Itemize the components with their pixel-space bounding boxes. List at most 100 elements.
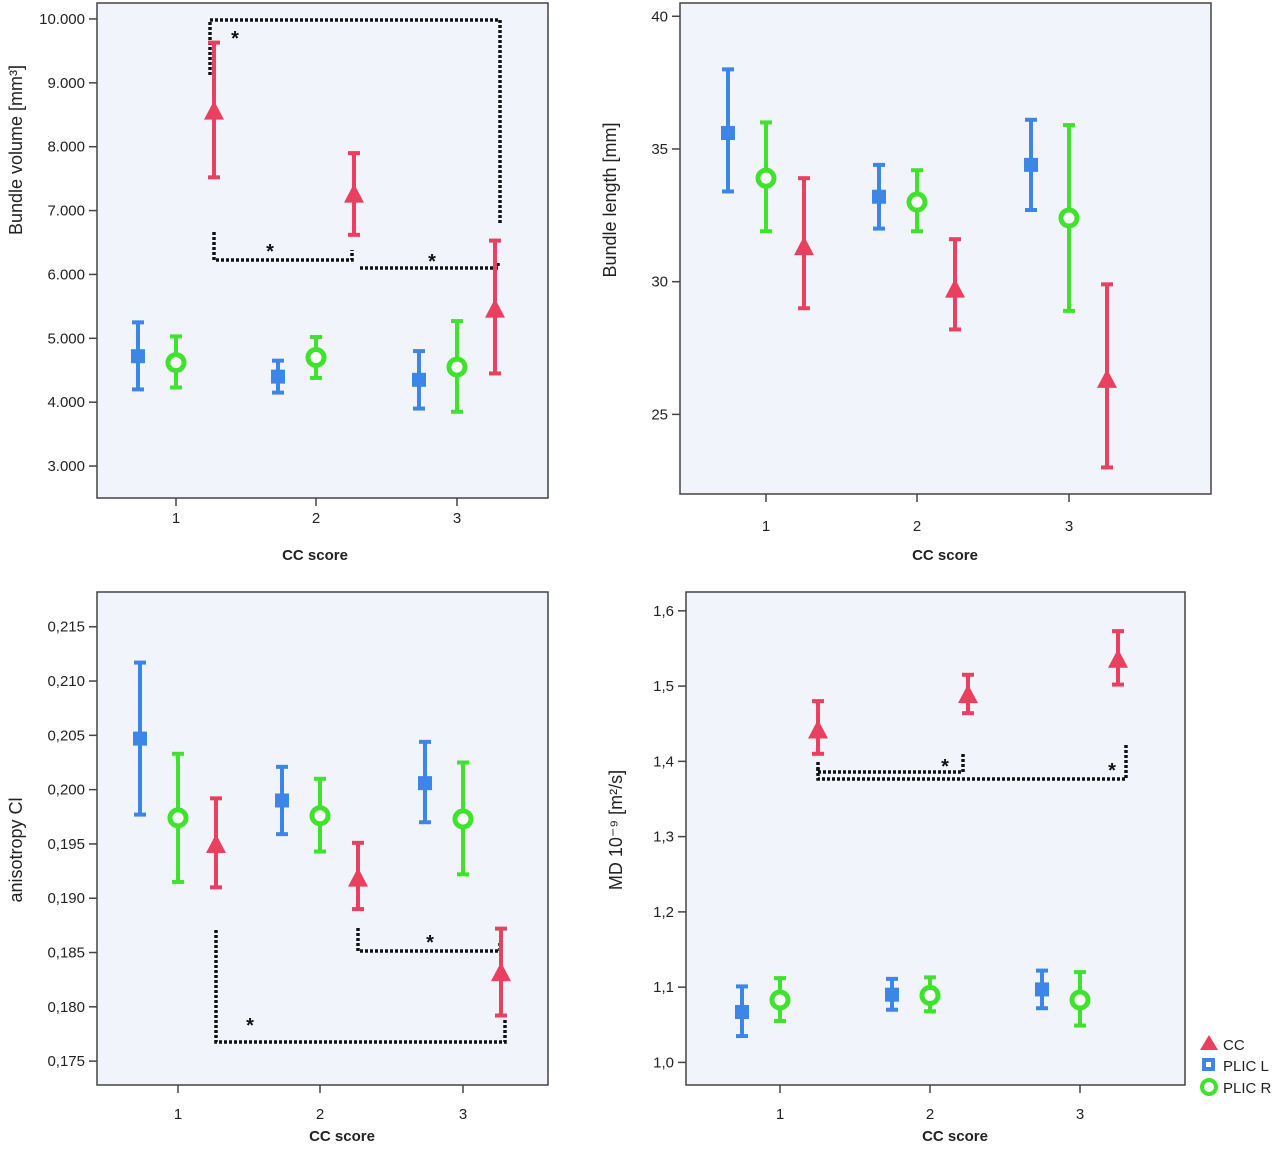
data-point-cc <box>958 684 978 704</box>
y-tick-label: 8.000 <box>47 139 85 156</box>
x-axis-title: CC score <box>282 547 348 564</box>
x-tick-label: 1 <box>762 518 770 535</box>
legend: CC PLIC L PLIC R <box>1200 1035 1272 1097</box>
data-point-plic-r <box>1069 989 1091 1011</box>
plot-area <box>679 2 1212 495</box>
y-axis-title: Bundle length [mm] <box>600 122 620 277</box>
legend-marker-plic-r <box>1200 1078 1218 1096</box>
significance-bracket <box>816 743 1128 781</box>
y-tick-label: 1,0 <box>653 1054 674 1071</box>
y-tick-label: 35 <box>651 141 668 158</box>
data-point-plic-r <box>906 191 928 213</box>
significance-star: * <box>246 1015 254 1037</box>
y-tick-label: 1,3 <box>653 829 674 846</box>
x-tick-label: 3 <box>453 510 461 527</box>
data-point-plic-l <box>418 776 432 791</box>
series-cc <box>794 176 1117 470</box>
series-plic-l <box>721 67 1038 231</box>
data-point-plic-r <box>309 805 331 827</box>
x-tick-label: 1 <box>174 1106 182 1123</box>
y-tick-label: 7.000 <box>47 203 85 220</box>
data-point-plic-l <box>275 793 289 808</box>
y-tick-label: 6.000 <box>47 266 85 283</box>
y-axis-title: Bundle volume [mm³] <box>6 65 26 235</box>
x-tick-label: 2 <box>926 1106 934 1123</box>
significance-bracket <box>356 928 502 953</box>
data-point-cc <box>1108 648 1128 668</box>
data-point-plic-r <box>165 352 187 374</box>
y-tick-label: 4.000 <box>47 394 85 411</box>
y-tick-label: 25 <box>651 406 668 423</box>
series-plic-l <box>133 660 432 837</box>
y-tick-label: 0,205 <box>47 727 85 744</box>
legend-item-cc: CC <box>1200 1035 1245 1054</box>
significance-star: * <box>428 251 436 273</box>
y-tick-label: 1,1 <box>653 979 674 996</box>
y-tick-label: 1,4 <box>653 753 674 770</box>
series-cc <box>808 629 1128 756</box>
chart-panel-3: 0,175 0,180 0,185 0,190 0,195 0,200 0,205 0,210… <box>6 591 549 1145</box>
significance-star: * <box>941 756 949 778</box>
x-axis-title: CC score <box>922 1128 988 1145</box>
data-point-cc <box>491 962 511 982</box>
y-tick-label: 1,2 <box>653 904 674 921</box>
y-tick-label: 0,180 <box>47 999 85 1016</box>
data-point-plic-l <box>1035 982 1049 997</box>
y-tick-label: 0,195 <box>47 836 85 853</box>
significance-star: * <box>1108 760 1116 782</box>
series-plic-r <box>167 751 474 884</box>
y-tick-label: 0,200 <box>47 782 85 799</box>
significance-bracket <box>816 752 965 774</box>
data-point-plic-r <box>446 356 468 378</box>
data-point-cc <box>348 867 368 887</box>
data-point-plic-l <box>271 369 285 384</box>
y-tick-label: 0,185 <box>47 945 85 962</box>
chart-panel-4: 1,0 1,1 1,2 1,3 1,4 1,5 1,6 1 2 3 MD 10⁻⁹ [m²/s] CC… <box>606 591 1186 1145</box>
significance-star: * <box>231 28 239 50</box>
data-point-plic-l <box>735 1004 749 1019</box>
x-tick-label: 2 <box>316 1106 324 1123</box>
y-tick-label: 30 <box>651 274 668 291</box>
plot-area <box>96 2 549 499</box>
x-tick-label: 3 <box>1065 518 1073 535</box>
data-point-cc <box>204 100 224 120</box>
data-point-plic-r <box>919 984 941 1006</box>
series-plic-l <box>131 320 426 411</box>
x-tick-label: 1 <box>172 510 180 527</box>
data-point-plic-r <box>167 807 189 829</box>
legend-marker-cc <box>1200 1035 1218 1050</box>
series-cc <box>204 40 505 376</box>
data-point-cc <box>344 183 364 203</box>
x-tick-label: 2 <box>312 510 320 527</box>
legend-item-plic-r: PLIC R <box>1200 1078 1272 1097</box>
data-point-cc <box>794 236 814 256</box>
y-tick-label: 10.000 <box>39 11 85 28</box>
y-axis-title: MD 10⁻⁹ [m²/s] <box>606 770 626 890</box>
significance-bracket <box>208 18 502 225</box>
legend-item-plic-l: PLIC L <box>1202 1058 1269 1075</box>
data-point-plic-r <box>452 808 474 830</box>
data-point-plic-l <box>1024 157 1038 172</box>
data-point-plic-l <box>131 349 145 364</box>
data-point-plic-r <box>305 346 327 368</box>
significance-bracket <box>212 232 354 262</box>
significance-star: * <box>426 932 434 954</box>
plot-area <box>96 591 549 1086</box>
data-point-plic-r <box>755 167 777 189</box>
series-plic-r <box>755 120 1080 313</box>
y-tick-label: 40 <box>651 8 668 25</box>
data-point-plic-l <box>885 987 899 1002</box>
x-tick-label: 3 <box>1076 1106 1084 1123</box>
x-axis-title: CC score <box>309 1128 375 1145</box>
significance-bracket <box>214 930 507 1044</box>
data-point-cc <box>808 719 828 739</box>
y-tick-label: 5.000 <box>47 330 85 347</box>
data-point-cc <box>1097 368 1117 388</box>
y-axis-title: anisotropy Cl <box>6 797 26 902</box>
y-tick-label: 0,215 <box>47 619 85 636</box>
data-point-cc <box>945 278 965 298</box>
data-point-cc <box>485 298 505 318</box>
panels: 3.000 4.000 5.000 6.000 7.000 8.000 9.000 10.00… <box>6 2 1212 1145</box>
x-axis-title: CC score <box>912 547 978 564</box>
y-tick-label: 0,175 <box>47 1053 85 1070</box>
